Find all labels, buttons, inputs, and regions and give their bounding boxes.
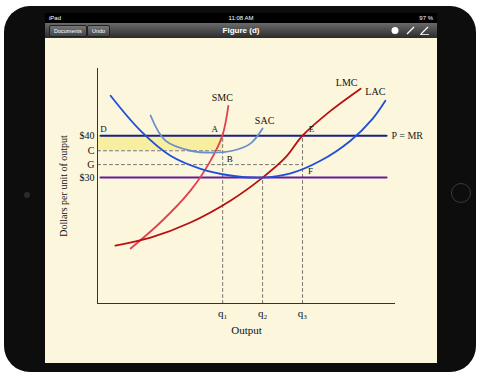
svg-text:SMC: SMC — [212, 92, 233, 103]
svg-text:D: D — [100, 124, 107, 134]
html-text:Figure (d): Figure (d) — [222, 26, 260, 35]
svg-text:B: B — [227, 154, 233, 164]
html-text:iPad: iPad — [49, 15, 61, 21]
svg-text:q₂: q₂ — [258, 307, 268, 319]
svg-text:LMC: LMC — [336, 77, 358, 88]
svg-text:$40: $40 — [80, 130, 95, 141]
svg-text:P = MR: P = MR — [392, 130, 424, 141]
svg-text:E: E — [309, 124, 315, 134]
svg-text:Dollars per unit of output: Dollars per unit of output — [58, 135, 69, 237]
svg-text:G: G — [87, 159, 94, 170]
svg-text:$30: $30 — [80, 172, 95, 183]
html-text:97 %: 97 % — [419, 15, 433, 21]
svg-text:Output: Output — [231, 324, 262, 336]
html-text:Documents: Documents — [54, 28, 82, 34]
svg-text:A: A — [211, 124, 218, 134]
svg-text:q₃: q₃ — [298, 307, 308, 319]
svg-text:LAC: LAC — [365, 86, 385, 97]
svg-text:C: C — [88, 145, 95, 156]
svg-text:SAC: SAC — [255, 115, 275, 126]
html-text:11:08 AM: 11:08 AM — [228, 15, 254, 21]
html-text:Undo: Undo — [92, 28, 106, 34]
svg-text:q₁: q₁ — [218, 307, 228, 319]
svg-text:F: F — [308, 166, 313, 176]
